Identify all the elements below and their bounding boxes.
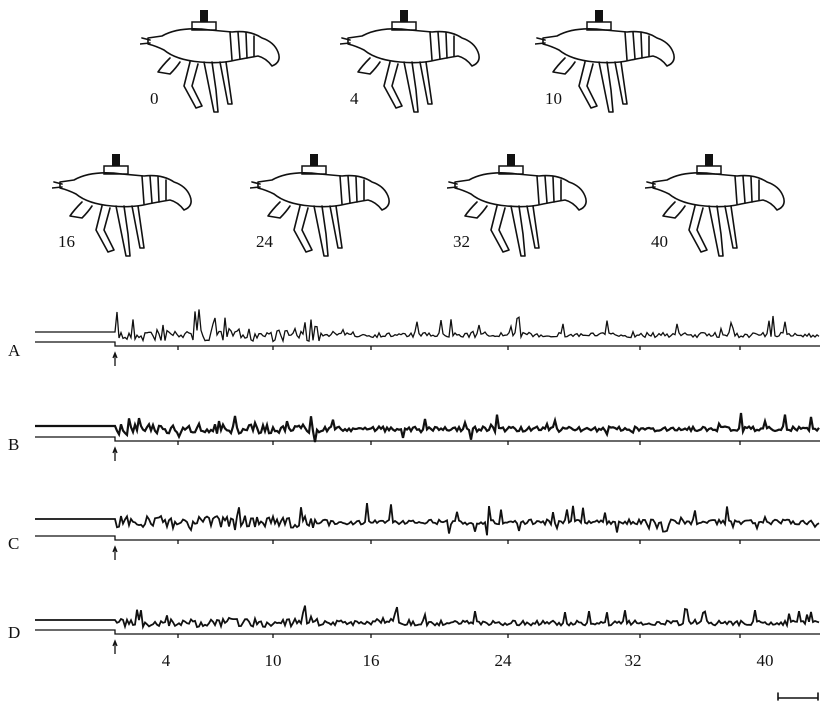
signal-trace [35,309,819,341]
stage-label: 10 [545,89,562,108]
stimulus-arrow [113,448,117,461]
stimulus-arrow [113,353,117,366]
trace-label: B [8,435,19,454]
scale-bar [778,693,818,700]
trace-label: D [8,623,20,642]
stage-label: 0 [150,89,159,108]
trace-label: C [8,534,19,553]
shrimp-drawing [340,10,479,112]
signal-trace [35,503,819,535]
time-label: 40 [757,651,774,670]
signal-trace [35,413,819,442]
time-label: 16 [363,651,380,670]
time-label: 32 [625,651,642,670]
trace-label: A [8,341,21,360]
stage-label: 40 [651,232,668,251]
stimulus-line [35,342,820,350]
stage-label: 4 [350,89,359,108]
stimulus-arrow [113,547,117,560]
time-label: 4 [162,651,171,670]
stage-drawings [52,10,784,256]
time-label: 10 [265,651,282,670]
stage-label: 24 [256,232,274,251]
time-label: 24 [495,651,513,670]
stage-label: 16 [58,232,75,251]
stimulus-line [35,437,820,445]
figure: 0 4 10 16 24 32 40 4 10 16 24 32 40 A B C D [0,0,822,708]
shrimp-drawing [140,10,279,112]
stimulus-line [35,630,820,638]
signal-trace [35,606,819,627]
stage-label: 32 [453,232,470,251]
stimulus-arrow [113,641,117,654]
stimulus-line [35,536,820,544]
